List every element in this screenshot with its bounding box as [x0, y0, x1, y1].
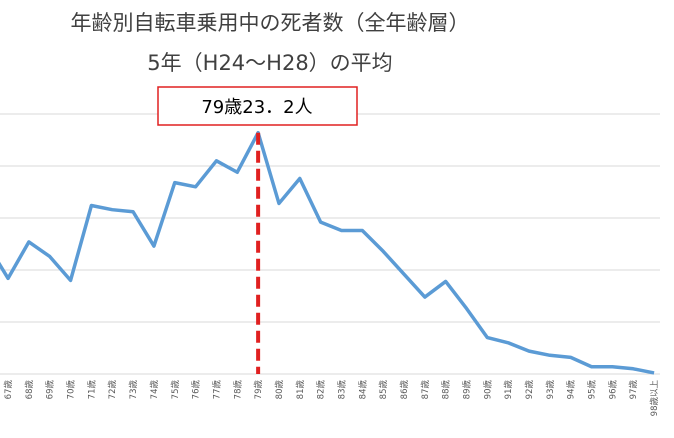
x-tick-label: 85歳 — [378, 380, 389, 400]
x-tick-label: 93歳 — [545, 380, 556, 400]
x-tick-label: 81歳 — [295, 380, 306, 400]
x-tick-label: 91歳 — [503, 380, 514, 400]
x-tick-label: 87歳 — [420, 380, 431, 400]
x-tick-label: 83歳 — [336, 380, 347, 400]
chart-title: 年齢別自転車乗用中の死者数（全年齢層） — [71, 11, 470, 35]
x-tick-label: 78歳 — [232, 380, 243, 400]
x-tick-label: 74歳 — [149, 380, 160, 400]
x-tick-label: 80歳 — [274, 380, 285, 400]
data-line — [0, 130, 655, 375]
x-tick-label: 67歳 — [3, 380, 14, 400]
x-tick-label: 89歳 — [462, 380, 473, 400]
x-tick-label: 82歳 — [316, 380, 327, 400]
x-tick-label: 69歳 — [45, 380, 56, 400]
x-tick-label: 88歳 — [441, 380, 452, 400]
x-tick-label: 79歳 — [253, 380, 264, 400]
x-tick-label: 86歳 — [399, 380, 410, 400]
x-tick-label: 77歳 — [211, 380, 222, 400]
x-tick-label: 71歳 — [86, 380, 97, 400]
x-tick-label: 96歳 — [607, 380, 618, 400]
chart-subtitle: 5年（H24～H28）の平均 — [147, 51, 392, 75]
x-tick-label: 75歳 — [170, 380, 181, 400]
x-tick-label: 98歳以上 — [649, 380, 660, 417]
x-tick-label: 76歳 — [191, 380, 202, 400]
x-tick-label: 72歳 — [107, 380, 118, 400]
x-tick-label: 95歳 — [587, 380, 598, 400]
x-tick-label: 70歳 — [66, 380, 77, 400]
annotation: 79歳23．2人 — [201, 97, 312, 118]
annotation-box — [157, 86, 358, 126]
x-tick-label: 73歳 — [128, 380, 139, 400]
x-tick-label: 92歳 — [524, 380, 535, 400]
x-tick-label: 90歳 — [482, 380, 493, 400]
x-tick-label: 97歳 — [628, 380, 639, 400]
x-tick-label: 94歳 — [566, 380, 577, 400]
x-tick-label: 84歳 — [357, 380, 368, 400]
x-tick-label: 68歳 — [24, 380, 35, 400]
